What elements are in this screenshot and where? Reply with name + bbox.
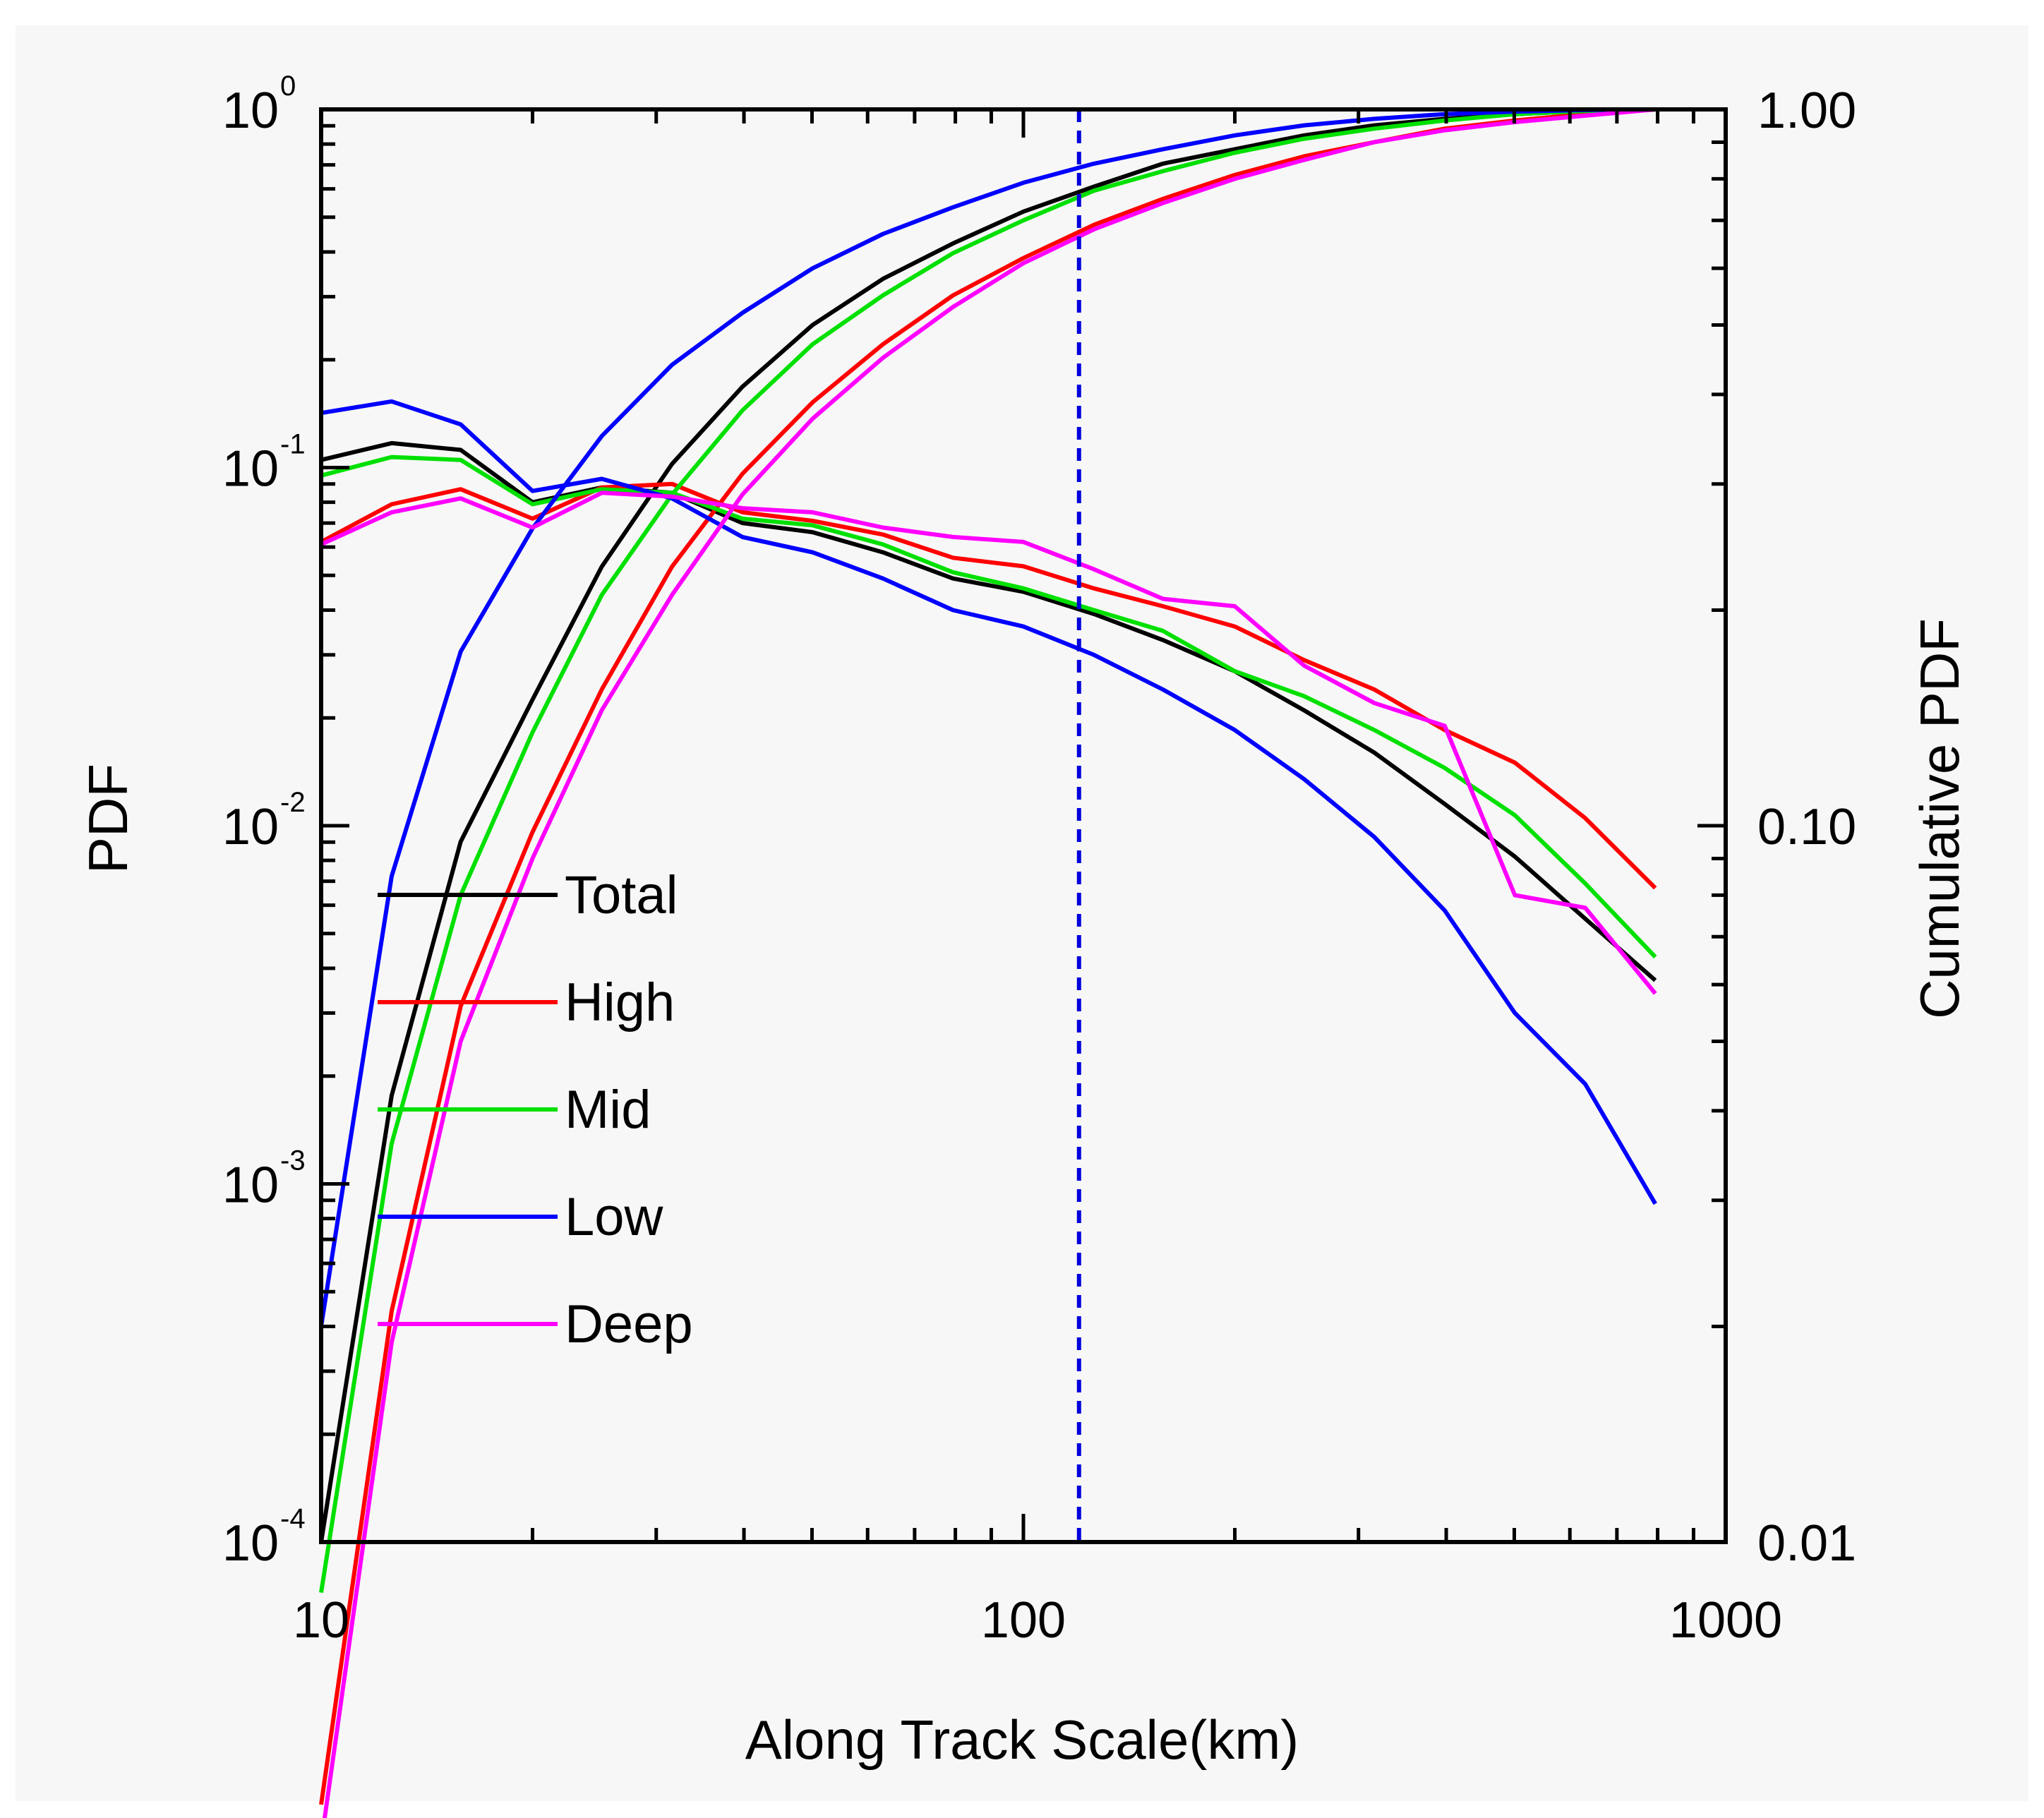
- y2-tick-label: 0.10: [1757, 799, 1856, 855]
- y-tick-label-base: 10: [222, 1157, 279, 1214]
- series-line-cumulative-low: [319, 107, 1656, 1327]
- y-tick-label-base: 10: [222, 1515, 279, 1572]
- x-tick-label: 10: [293, 1592, 349, 1649]
- y2-tick-label: 0.01: [1757, 1515, 1856, 1572]
- y-tick-label-exponent: 0: [280, 71, 296, 102]
- y-tick-label-exponent: -3: [280, 1145, 306, 1176]
- y-tick-label-exponent: -4: [280, 1503, 306, 1534]
- legend-label-low: Low: [565, 1187, 664, 1247]
- y-tick-label: 10 -4: [222, 1503, 306, 1572]
- legend: Total High Mid Low Deep: [378, 865, 693, 1354]
- chart-background: [16, 25, 2028, 1801]
- y-tick-label-base: 10: [222, 799, 279, 855]
- series-line-pdf-deep: [320, 490, 1657, 995]
- legend-label-high: High: [565, 973, 675, 1033]
- y-tick-label-exponent: -2: [280, 787, 306, 818]
- legend-label-mid: Mid: [565, 1080, 651, 1140]
- x-tick-label: 100: [981, 1592, 1066, 1649]
- series-line-pdf-low: [320, 399, 1657, 1205]
- legend-label-total: Total: [565, 865, 678, 925]
- x-tick-label: 1000: [1669, 1592, 1782, 1649]
- legend-label-deep: Deep: [565, 1294, 693, 1354]
- y2-axis-label: Cumulative PDF: [1908, 618, 1971, 1019]
- y2-tick-label: 1.00: [1757, 83, 1856, 139]
- series-line-cumulative-mid: [319, 107, 1656, 1594]
- y-tick-label: 10 -2: [222, 787, 306, 855]
- y-tick-label: 10 0: [222, 71, 296, 139]
- y-axis-label: PDF: [77, 764, 139, 874]
- y-tick-label: 10 -3: [222, 1145, 306, 1214]
- y-tick-label-base: 10: [222, 441, 279, 498]
- y-tick-label-exponent: -1: [280, 429, 306, 460]
- y-tick-label: 10 -1: [222, 429, 306, 498]
- x-axis-label: Along Track Scale(km): [745, 1709, 1299, 1771]
- series-line-pdf-mid: [320, 454, 1657, 959]
- y-tick-label-base: 10: [222, 83, 279, 139]
- series-line-cumulative-deep: [322, 107, 1656, 1818]
- series-layer: [319, 107, 1657, 1818]
